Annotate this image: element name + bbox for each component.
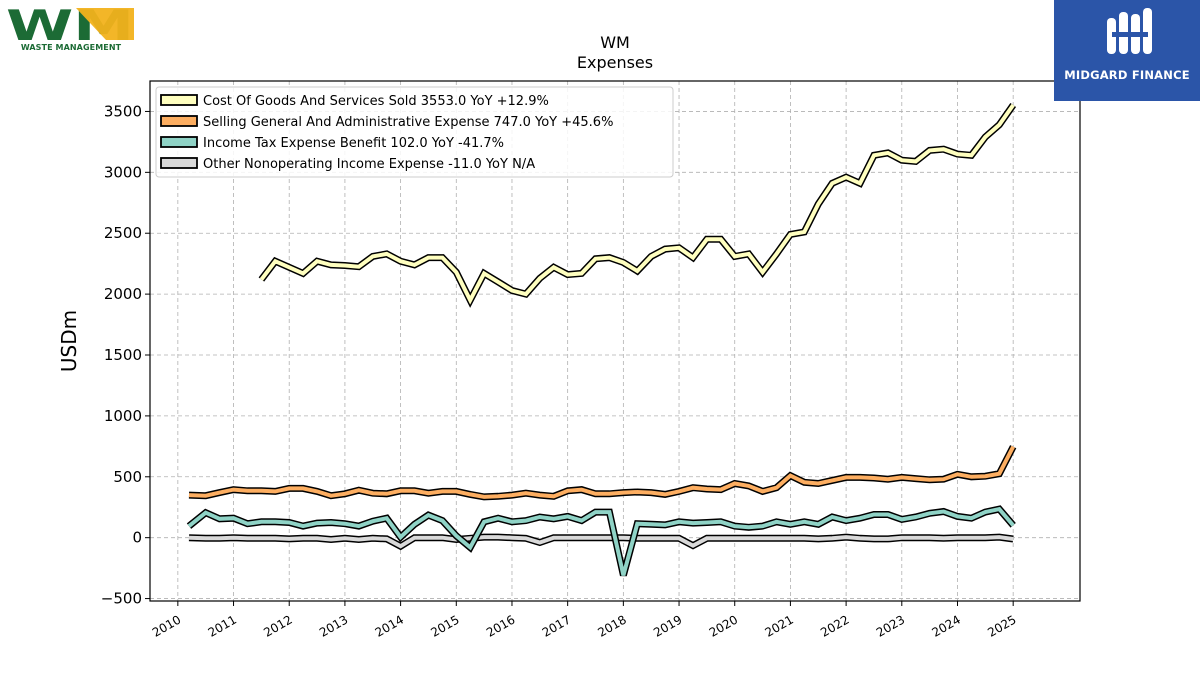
series-line-income-tax-expense-benefit xyxy=(187,506,1015,576)
y-tick-label: 0 xyxy=(132,529,142,547)
x-tick-label: 2016 xyxy=(484,612,517,639)
x-tick-label: 2018 xyxy=(595,612,628,639)
x-tick-label: 2024 xyxy=(930,612,963,639)
x-tick-label: 2023 xyxy=(874,612,907,639)
x-tick-label: 2011 xyxy=(206,612,239,639)
axis-ticks: −500 0 500 1000 1500 2000 2500 3000 3500 2010 2011… xyxy=(101,102,1019,639)
y-tick-label: −500 xyxy=(101,590,142,608)
x-tick-label: 2010 xyxy=(150,612,183,639)
series-line-cost-of-goods-and-services-sold xyxy=(259,103,1015,305)
y-tick-label: 2000 xyxy=(104,285,142,303)
x-tick-label: 2017 xyxy=(540,612,573,639)
y-tick-label: 2500 xyxy=(104,224,142,242)
legend-entry-label: Cost Of Goods And Services Sold 3553.0 Y… xyxy=(203,94,549,109)
wm-logo-mark: WM xyxy=(6,1,134,50)
x-tick-label: 2013 xyxy=(317,612,350,639)
y-tick-label: 3500 xyxy=(104,102,142,120)
midgard-logo-icon xyxy=(1107,8,1152,54)
y-tick-label: 1000 xyxy=(104,407,142,425)
y-tick-label: 3000 xyxy=(104,163,142,181)
legend-entry-label: Income Tax Expense Benefit 102.0 YoY -41… xyxy=(203,136,504,151)
legend-box xyxy=(155,86,674,178)
legend-swatch xyxy=(160,157,198,169)
x-tick-label: 2012 xyxy=(261,612,294,639)
y-tick-label: 500 xyxy=(113,468,142,486)
y-tick-label: 1500 xyxy=(104,346,142,364)
y-axis-label: USDm xyxy=(57,310,81,372)
chart-subtitle: Expenses xyxy=(577,53,653,72)
x-tick-label: 2021 xyxy=(762,612,795,639)
midgard-logo-text: MIDGARD FINANCE xyxy=(1064,68,1190,82)
legend-swatch xyxy=(160,94,198,106)
x-tick-label: 2022 xyxy=(818,612,851,639)
midgard-finance-logo: MIDGARD FINANCE xyxy=(1054,0,1200,101)
chart-title: WM xyxy=(600,33,630,52)
series-line-selling-general-and-administrative-expense xyxy=(188,445,1015,499)
x-tick-label: 2015 xyxy=(428,612,461,639)
plot-frame xyxy=(149,80,1081,602)
series-group xyxy=(186,102,1017,577)
legend-entry-label: Selling General And Administrative Expen… xyxy=(203,115,613,130)
wm-logo-yellow-shape xyxy=(76,8,134,40)
x-tick-label: 2025 xyxy=(985,612,1018,639)
series-line-other-nonoperating-income-expense xyxy=(188,535,1014,549)
legend-swatch xyxy=(160,136,198,148)
x-tick-label: 2014 xyxy=(373,612,406,639)
x-tick-label: 2020 xyxy=(707,612,740,639)
x-tick-label: 2019 xyxy=(651,612,684,639)
wm-logo-text: WASTE MANAGEMENT xyxy=(20,43,122,52)
legend-entry-label: Other Nonoperating Income Expense -11.0 … xyxy=(203,157,535,172)
legend[interactable]: Cost Of Goods And Services Sold 3553.0 Y… xyxy=(155,86,674,178)
wm-logo: WM WASTE MANAGEMENT xyxy=(6,1,136,56)
legend-swatch xyxy=(160,115,198,127)
